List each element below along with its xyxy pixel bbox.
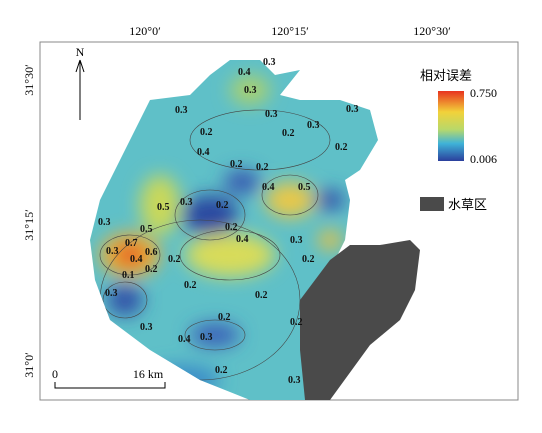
contour-label: 0.3 [290,235,303,246]
lat-label: 31°0′ [22,352,36,378]
contour-label: 0.3 [180,197,193,208]
contour-label: 0.4 [178,334,191,345]
contour-label: 0.2 [168,254,181,265]
contour-label: 0.3 [346,104,359,115]
contour-label: 0.4 [262,182,275,193]
scale-start: 0 [52,367,58,381]
contour-label: 0.3 [307,120,320,131]
contour-label: 0.3 [263,57,276,68]
colorbar [438,91,464,161]
contour-label: 0.2 [184,280,197,291]
contour-label: 0.2 [215,365,228,376]
contour-label: 0.2 [225,222,238,233]
scale-bar [54,382,166,389]
lon-label: 120°30′ [413,24,451,38]
contour-label: 0.6 [145,247,158,258]
contour-label: 0.5 [298,182,311,193]
contour-label: 0.4 [130,254,143,265]
legend-title: 相对误差 [420,68,472,83]
contour-label: 0.3 [200,332,213,343]
lat-label: 31°30′ [22,64,36,96]
contour-label: 0.3 [288,375,301,386]
grass-swatch [420,197,444,211]
contour-label: 0.1 [122,270,135,281]
contour-label: 0.3 [265,109,278,120]
contour-label: 0.2 [255,290,268,301]
contour-label: 0.2 [218,312,231,323]
contour-label: 0.3 [106,246,119,257]
legend-min: 0.006 [470,152,497,166]
contour-label: 0.2 [200,127,213,138]
contour-label: 0.2 [230,159,243,170]
north-arrow [75,59,85,120]
contour-label: 0.3 [244,85,257,96]
contour-label: 0.3 [140,322,153,333]
contour-label: 0.2 [216,200,229,211]
grass-area [300,240,420,400]
contour-label: 0.5 [140,224,153,235]
north-label: N [76,45,85,59]
contour-label: 0.2 [335,142,348,153]
contour-label: 0.2 [290,317,303,328]
lat-label: 31°15′ [22,209,36,241]
contour-label: 0.2 [145,264,158,275]
grass-label: 水草区 [448,197,487,212]
contour-label: 0.2 [282,128,295,139]
contour-label: 0.5 [157,202,170,213]
contour-label: 0.3 [105,288,118,299]
contour-label: 0.4 [197,147,210,158]
lon-label: 120°0′ [129,24,161,38]
contour-label: 0.2 [256,162,269,173]
contour-label: 0.3 [98,217,111,228]
contour-label: 0.3 [175,105,188,116]
contour-label: 0.4 [236,234,249,245]
lon-label: 120°15′ [271,24,309,38]
legend-max: 0.750 [470,86,497,100]
scale-end: 16 km [133,367,164,381]
contour-label: 0.7 [125,238,138,249]
contour-label: 0.2 [302,254,315,265]
contour-label: 0.4 [238,67,251,78]
